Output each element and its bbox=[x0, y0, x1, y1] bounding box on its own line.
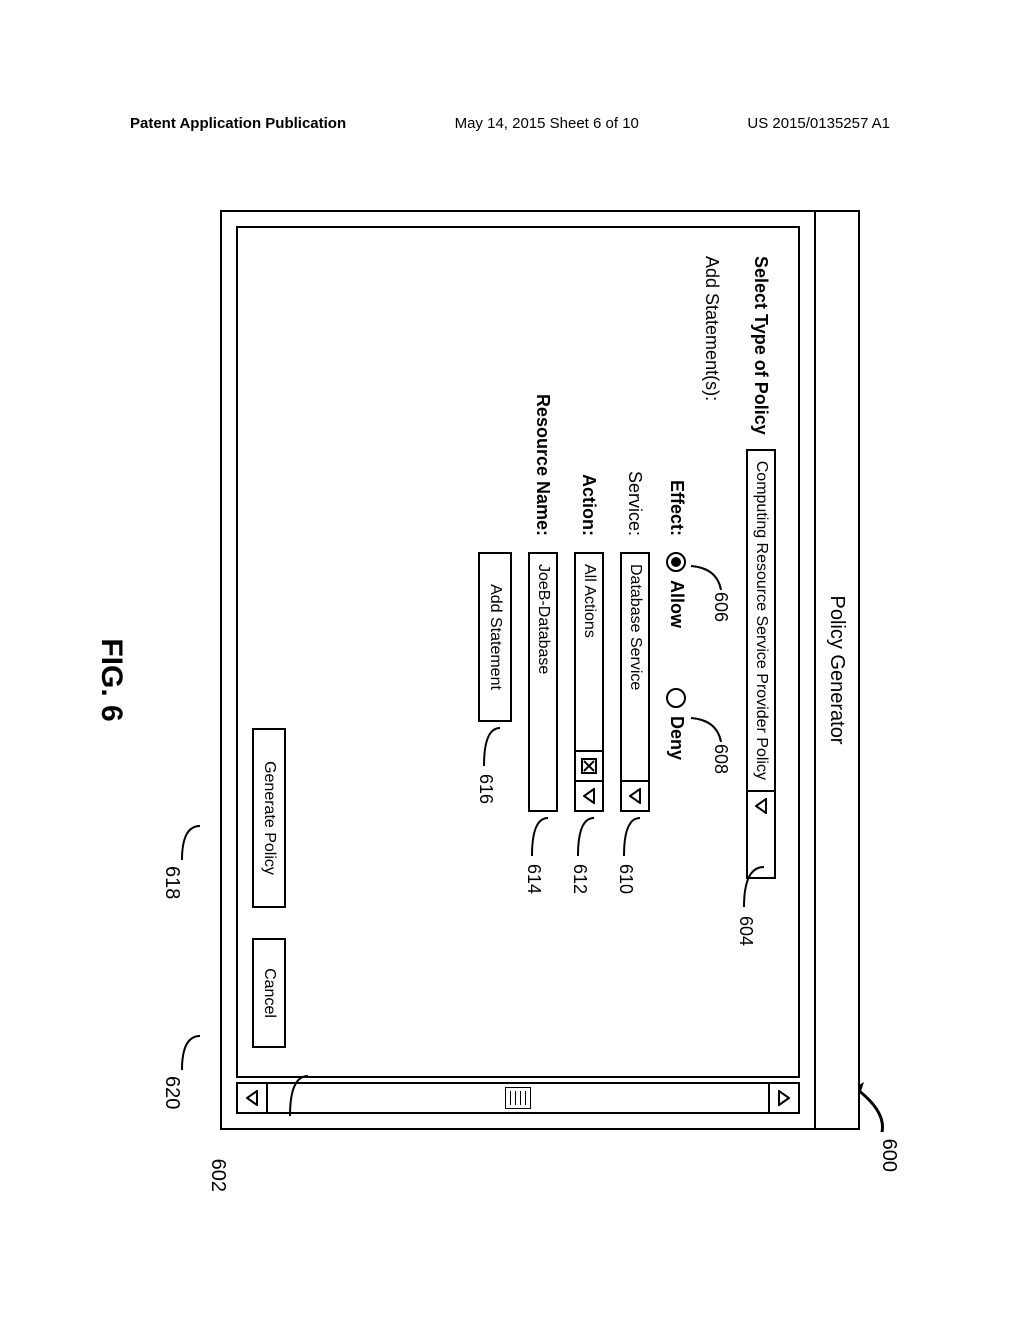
client-area: Select Type of Policy Computing Resource… bbox=[222, 212, 814, 1128]
ref-610: 610 bbox=[615, 864, 636, 894]
radio-allow[interactable]: Allow bbox=[666, 552, 687, 628]
ref-618: 618 bbox=[160, 866, 183, 899]
generate-policy-button[interactable]: Generate Policy bbox=[252, 728, 286, 908]
action-caret bbox=[576, 780, 602, 810]
ref-600: 600 bbox=[877, 1139, 900, 1172]
chevron-down-icon bbox=[246, 1090, 258, 1106]
figure-caption: FIG. 6 bbox=[94, 638, 128, 721]
generate-policy-label: Generate Policy bbox=[260, 761, 278, 875]
cancel-label: Cancel bbox=[260, 968, 278, 1018]
radio-deny-label: Deny bbox=[666, 716, 687, 760]
chevron-down-icon bbox=[583, 788, 595, 804]
window-titlebar: Policy Generator bbox=[814, 212, 858, 1128]
service-row: Service: Database Service bbox=[620, 366, 650, 1048]
action-select[interactable]: All Actions bbox=[574, 552, 604, 812]
resource-label: Resource Name: bbox=[533, 366, 554, 536]
service-value: Database Service bbox=[622, 554, 648, 780]
add-statements-row: Add Statement(s): bbox=[701, 256, 722, 1048]
scroll-up-button[interactable] bbox=[768, 1084, 798, 1112]
resource-input[interactable]: JoeB-Database bbox=[528, 552, 558, 812]
effect-radio-group: Allow Deny bbox=[666, 552, 687, 1048]
action-row: Action: All Actions bbox=[574, 366, 604, 1048]
statement-form: Effect: Allow Deny bbox=[478, 366, 687, 1048]
add-statement-button[interactable]: Add Statement bbox=[478, 552, 512, 722]
scroll-thumb[interactable] bbox=[505, 1087, 531, 1109]
ref-602: 602 bbox=[206, 1159, 229, 1192]
ref-614: 614 bbox=[523, 864, 544, 894]
action-label: Action: bbox=[579, 366, 600, 536]
hook-620-icon bbox=[172, 1030, 202, 1078]
cancel-button[interactable]: Cancel bbox=[252, 938, 286, 1048]
add-statement-row: Add Statement 616 bbox=[478, 366, 512, 1048]
figure-stage: 600 Policy Generator bbox=[20, 300, 1000, 1060]
add-statement-label: Add Statement bbox=[486, 584, 504, 690]
inner-panel: Select Type of Policy Computing Resource… bbox=[236, 226, 800, 1078]
service-select[interactable]: Database Service bbox=[620, 552, 650, 812]
resource-row: Resource Name: JoeB-Database 614 bbox=[528, 366, 558, 1048]
radio-deny-circle bbox=[667, 688, 687, 708]
chevron-down-icon bbox=[629, 788, 641, 804]
radio-allow-label: Allow bbox=[666, 580, 687, 628]
window-title: Policy Generator bbox=[826, 596, 849, 745]
add-statements-label: Add Statement(s): bbox=[701, 256, 722, 401]
chevron-down-icon bbox=[755, 798, 767, 814]
policy-type-caret bbox=[748, 790, 774, 820]
page-header: Patent Application Publication May 14, 2… bbox=[130, 115, 890, 132]
effect-row: Effect: Allow Deny bbox=[666, 366, 687, 1048]
policy-type-label: Select Type of Policy bbox=[751, 256, 772, 435]
window: Policy Generator bbox=[220, 210, 860, 1130]
policy-type-value: Computing Resource Service Provider Poli… bbox=[748, 451, 774, 790]
ref-604: 604 bbox=[735, 916, 756, 946]
radio-deny[interactable]: Deny bbox=[666, 688, 687, 760]
chevron-up-icon bbox=[778, 1090, 790, 1106]
hook-602-icon bbox=[280, 1072, 310, 1132]
ref-612: 612 bbox=[569, 864, 590, 894]
scroll-down-button[interactable] bbox=[238, 1084, 268, 1112]
action-value: All Actions bbox=[576, 554, 602, 750]
header-left: Patent Application Publication bbox=[130, 115, 346, 132]
header-center: May 14, 2015 Sheet 6 of 10 bbox=[455, 115, 639, 132]
radio-allow-circle bbox=[667, 552, 687, 572]
service-label: Service: bbox=[625, 366, 646, 536]
hook-618-icon bbox=[172, 820, 202, 868]
resource-value: JoeB-Database bbox=[534, 564, 552, 674]
button-row: Generate Policy Cancel bbox=[252, 728, 286, 1048]
ref-620: 620 bbox=[160, 1076, 183, 1109]
policy-type-select[interactable]: Computing Resource Service Provider Poli… bbox=[746, 449, 776, 879]
ref-616: 616 bbox=[475, 774, 496, 804]
service-caret bbox=[622, 780, 648, 810]
ref-606: 606 bbox=[710, 592, 731, 622]
x-check-icon bbox=[581, 758, 597, 774]
action-checkbox[interactable] bbox=[576, 750, 602, 780]
figure-inner: 600 Policy Generator bbox=[150, 200, 870, 1160]
scrollbar[interactable] bbox=[236, 1082, 800, 1114]
effect-label: Effect: bbox=[666, 366, 687, 536]
ref-608: 608 bbox=[710, 744, 731, 774]
header-right: US 2015/0135257 A1 bbox=[747, 115, 890, 132]
